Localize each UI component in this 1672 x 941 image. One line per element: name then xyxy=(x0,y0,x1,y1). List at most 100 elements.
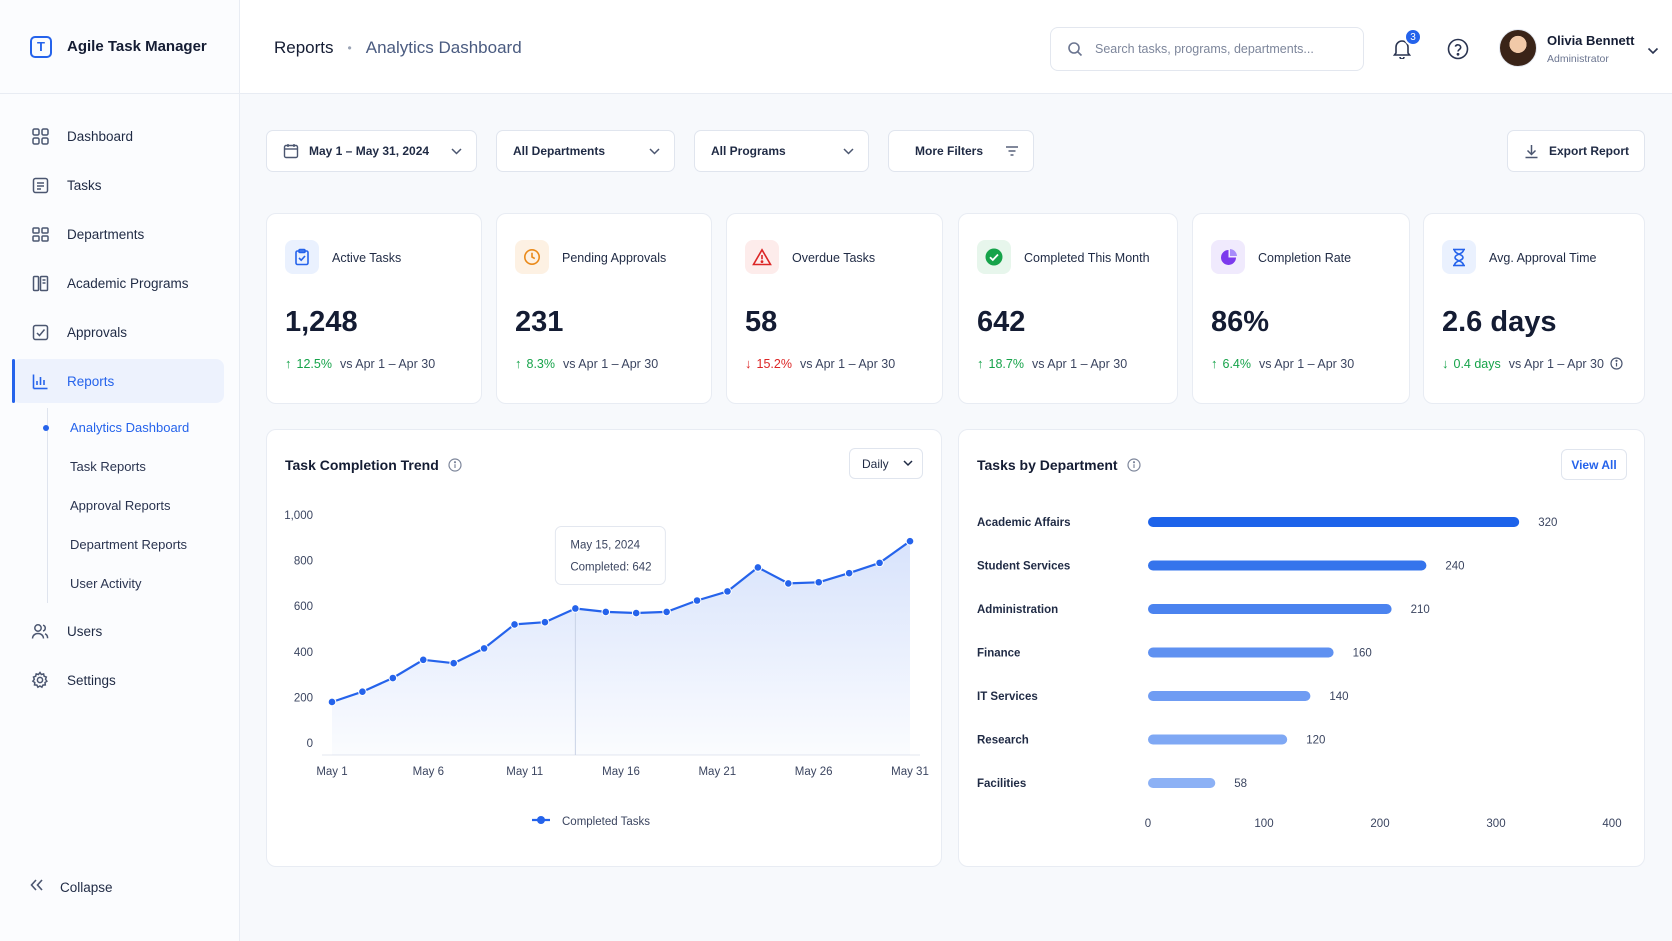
data-point xyxy=(540,617,550,627)
kpi-delta: ↓ 15.2% vs Apr 1 – Apr 30 xyxy=(745,356,895,371)
breadcrumb-reports[interactable]: Reports xyxy=(274,38,334,57)
sidebar-item-settings[interactable]: Settings xyxy=(12,658,224,702)
kpi-delta: ↑ 6.4% vs Apr 1 – Apr 30 xyxy=(1211,356,1354,371)
data-point xyxy=(601,607,611,617)
arrow-up-icon: ↑ xyxy=(515,356,522,371)
department-select[interactable]: All Departments xyxy=(496,130,675,172)
department-label: Student Services xyxy=(977,561,1070,573)
brand[interactable]: T Agile Task Manager xyxy=(0,0,239,94)
data-point xyxy=(844,568,854,578)
tasks-by-department-panel: Tasks by Department View All Academic Af… xyxy=(958,429,1645,867)
department-bar-chart: Academic Affairs 320 Student Services 240 Ad… xyxy=(977,517,1622,830)
kpi-delta-value: 15.2% xyxy=(756,356,792,371)
clock-icon xyxy=(515,240,549,274)
kpi-value: 1,248 xyxy=(285,306,358,338)
x-tick-label: 200 xyxy=(1370,818,1389,830)
y-tick-label: 600 xyxy=(294,601,313,613)
kpi-card-avg-approval-time[interactable]: Avg. Approval Time 2.6 days ↓ 0.4 days vs … xyxy=(1423,213,1645,404)
data-point xyxy=(510,620,519,629)
view-all-button[interactable]: View All xyxy=(1561,449,1627,480)
user-name[interactable]: Olivia Bennett xyxy=(1547,33,1635,48)
subnav-item-department-reports[interactable]: Department Reports xyxy=(70,537,188,552)
sidebar-item-label: Users xyxy=(67,623,103,639)
arrow-down-icon: ↓ xyxy=(745,356,752,371)
kpi-value: 642 xyxy=(977,306,1026,338)
trend-chart: 0 200 400 600 800 1,000 May 1 May 6 May 11 May 16… xyxy=(284,510,929,828)
help-button[interactable] xyxy=(1447,38,1469,65)
sidebar-item-reports[interactable]: Reports xyxy=(12,359,224,403)
kpi-label: Completed This Month xyxy=(1024,251,1150,265)
department-value: 210 xyxy=(1411,604,1430,616)
notifications-button[interactable]: 3 xyxy=(1392,28,1422,64)
info-icon[interactable] xyxy=(448,458,462,472)
subnav-item-analytics-dashboard[interactable]: Analytics Dashboard xyxy=(43,408,224,447)
kpi-delta-value: 6.4% xyxy=(1222,356,1252,371)
sidebar-item-academic-programs[interactable]: Academic Programs xyxy=(12,261,224,305)
dept-title: Tasks by Department xyxy=(977,457,1118,473)
department-value: 58 xyxy=(1234,778,1247,790)
chevron-down-icon xyxy=(843,147,854,155)
kpi-card-pending-approvals[interactable]: Pending Approvals 231 ↑ 8.3% vs Apr 1 – Ap… xyxy=(496,213,712,404)
legend-label: Completed Tasks xyxy=(562,816,650,828)
sidebar-item-label: Approvals xyxy=(67,324,128,340)
kpi-delta: ↑ 18.7% vs Apr 1 – Apr 30 xyxy=(977,356,1127,371)
kpi-card-overdue-tasks[interactable]: Overdue Tasks 58 ↓ 15.2% vs Apr 1 – Apr 30 xyxy=(726,213,943,404)
sidebar-item-dashboard[interactable]: Dashboard xyxy=(12,114,224,158)
x-tick-label: 0 xyxy=(1145,818,1151,830)
pie-icon xyxy=(1211,240,1245,274)
export-label: Export Report xyxy=(1549,144,1630,158)
chevron-down-icon xyxy=(903,460,913,467)
app-name: Agile Task Manager xyxy=(67,38,207,55)
sidebar-item-departments[interactable]: Departments xyxy=(12,212,224,256)
kpi-label: Overdue Tasks xyxy=(792,251,876,265)
program-select[interactable]: All Programs xyxy=(694,130,869,172)
department-label: Research xyxy=(977,735,1029,747)
department-value: All Departments xyxy=(513,144,606,158)
sidebar-item-users[interactable]: Users xyxy=(12,609,224,653)
avatar[interactable] xyxy=(1499,29,1537,67)
subnav-item-task-reports[interactable]: Task Reports xyxy=(70,459,146,474)
trend-line xyxy=(331,540,911,704)
kpi-card-completion-rate[interactable]: Completion Rate 86% ↑ 6.4% vs Apr 1 – Apr … xyxy=(1192,213,1410,404)
kpi-value: 2.6 days xyxy=(1442,306,1557,338)
granularity-select[interactable]: Daily xyxy=(849,448,923,479)
department-bar xyxy=(1148,560,1427,571)
department-value: 120 xyxy=(1306,735,1325,747)
x-tick-label: 400 xyxy=(1602,818,1621,830)
sidebar-item-approvals[interactable]: Approvals xyxy=(12,310,224,354)
department-label: Finance xyxy=(977,648,1020,660)
subnav-item-approval-reports[interactable]: Approval Reports xyxy=(70,498,171,513)
date-range-select[interactable]: May 1 – May 31, 2024 xyxy=(266,130,477,172)
x-tick-label: May 21 xyxy=(698,766,736,778)
breadcrumb: Reports • Analytics Dashboard xyxy=(274,38,522,58)
search-box[interactable] xyxy=(1050,27,1364,71)
kpi-delta: ↓ 0.4 days vs Apr 1 – Apr 30 xyxy=(1442,356,1623,371)
department-label: IT Services xyxy=(977,691,1038,703)
department-bar xyxy=(1148,604,1392,614)
chevron-down-icon xyxy=(451,147,462,155)
info-icon[interactable] xyxy=(1610,357,1623,370)
search-input[interactable] xyxy=(1095,42,1345,56)
more-filters-button[interactable]: More Filters xyxy=(888,130,1034,172)
sidebar-item-label: Dashboard xyxy=(67,128,134,144)
kpi-card-active-tasks[interactable]: Active Tasks 1,248 ↑ 12.5% vs Apr 1 – Apr … xyxy=(266,213,482,404)
kpi-value: 58 xyxy=(745,306,778,338)
info-icon[interactable] xyxy=(1126,458,1141,472)
collapse-button[interactable]: Collapse xyxy=(30,878,113,896)
sidebar-item-tasks[interactable]: Tasks xyxy=(12,163,224,207)
export-report-button[interactable]: Export Report xyxy=(1507,130,1645,172)
department-label: Facilities xyxy=(977,778,1026,790)
tooltip-box xyxy=(554,525,666,585)
trend-title-wrap: Task Completion Trend xyxy=(285,457,462,473)
kpi-card-completed-this-month[interactable]: Completed This Month 642 ↑ 18.7% vs Apr 1 … xyxy=(958,213,1178,404)
kpi-compare: vs Apr 1 – Apr 30 xyxy=(1259,356,1355,371)
users-icon xyxy=(31,622,49,640)
kpi-compare: vs Apr 1 – Apr 30 xyxy=(799,356,896,371)
user-menu-chevron-icon[interactable] xyxy=(1647,42,1659,60)
date-range-value: May 1 – May 31, 2024 xyxy=(309,144,430,158)
sidebar-item-label: Settings xyxy=(67,672,116,688)
y-tick-label: 800 xyxy=(294,556,313,568)
subnav-item-user-activity[interactable]: User Activity xyxy=(70,576,142,591)
data-point xyxy=(418,655,428,665)
arrow-up-icon: ↑ xyxy=(285,356,292,371)
